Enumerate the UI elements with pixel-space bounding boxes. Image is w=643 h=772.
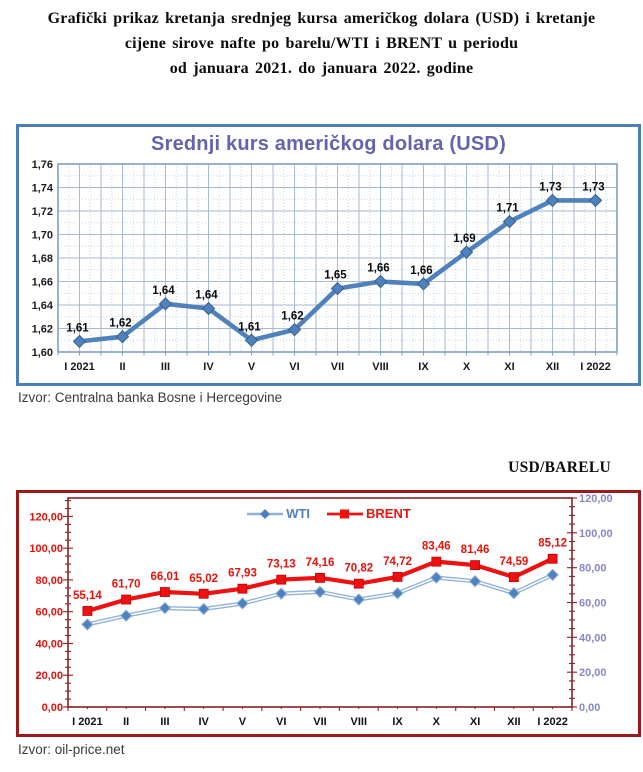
svg-text:120,00: 120,00: [579, 493, 613, 505]
svg-text:1,62: 1,62: [32, 324, 53, 336]
svg-text:73,13: 73,13: [267, 559, 296, 571]
svg-text:1,64: 1,64: [32, 300, 54, 312]
svg-text:1,73: 1,73: [582, 181, 604, 193]
svg-text:VI: VI: [289, 361, 299, 373]
brent-line-marker-icon: [327, 509, 364, 518]
svg-text:1,64: 1,64: [152, 285, 175, 297]
svg-text:0,00: 0,00: [42, 702, 63, 714]
svg-text:55,14: 55,14: [73, 590, 102, 602]
oil-chart-box: 0,00 20,00 40,00 60,00 80,00 100,00 120,00 0,00…: [16, 490, 641, 737]
report-title-line-1: Grafički prikaz kretanja srednjeg kursa …: [47, 10, 596, 27]
legend-item-wti: WTI: [246, 506, 310, 521]
oil-chart-unit-label: USD/BARELU: [508, 459, 611, 476]
svg-text:I 2022: I 2022: [580, 361, 611, 373]
svg-text:1,70: 1,70: [32, 230, 53, 242]
svg-text:1,66: 1,66: [367, 263, 389, 275]
svg-text:80,00: 80,00: [579, 563, 607, 575]
svg-text:VIII: VIII: [351, 716, 368, 728]
usd-chart-source: Izvor: Centralna banka Bosne i Hercegovi…: [18, 390, 283, 405]
svg-text:83,46: 83,46: [422, 541, 451, 553]
svg-text:1,60: 1,60: [32, 347, 53, 359]
svg-text:1,65: 1,65: [324, 270, 347, 282]
svg-text:1,66: 1,66: [410, 265, 432, 277]
svg-text:70,82: 70,82: [344, 563, 373, 575]
legend-item-brent: BRENT: [326, 506, 411, 521]
svg-text:1,62: 1,62: [281, 311, 303, 323]
svg-text:XI: XI: [470, 716, 480, 728]
report-title: Grafički prikaz kretanja srednjeg kursa …: [0, 6, 643, 81]
svg-text:II: II: [119, 361, 125, 373]
svg-text:V: V: [239, 716, 247, 728]
svg-text:VI: VI: [276, 716, 286, 728]
svg-text:61,70: 61,70: [112, 579, 141, 591]
svg-text:40,00: 40,00: [35, 638, 63, 650]
svg-text:II: II: [123, 716, 129, 728]
svg-text:85,12: 85,12: [538, 538, 567, 550]
svg-text:1,69: 1,69: [453, 233, 475, 245]
svg-text:1,72: 1,72: [32, 206, 53, 218]
svg-text:XII: XII: [507, 716, 520, 728]
svg-text:IX: IX: [392, 716, 403, 728]
svg-text:80,00: 80,00: [35, 575, 63, 587]
svg-text:67,93: 67,93: [228, 568, 257, 580]
legend-label-wti: WTI: [286, 506, 311, 521]
svg-text:I 2022: I 2022: [537, 716, 568, 728]
svg-text:1,62: 1,62: [109, 318, 131, 330]
svg-text:60,00: 60,00: [579, 598, 607, 610]
svg-text:XII: XII: [546, 361, 559, 373]
svg-text:VII: VII: [331, 361, 344, 373]
svg-text:1,71: 1,71: [496, 203, 519, 215]
svg-text:100,00: 100,00: [29, 543, 63, 555]
svg-text:I 2021: I 2021: [64, 361, 95, 373]
svg-text:81,46: 81,46: [461, 544, 490, 556]
svg-text:100,00: 100,00: [579, 528, 613, 540]
svg-text:V: V: [248, 361, 256, 373]
wti-line-marker-icon: [247, 508, 284, 519]
svg-text:1,73: 1,73: [539, 181, 561, 193]
svg-text:IV: IV: [203, 361, 214, 373]
svg-text:20,00: 20,00: [579, 667, 607, 679]
oil-chart-legend: WTI BRENT: [19, 506, 638, 521]
svg-text:1,68: 1,68: [32, 253, 53, 265]
usd-chart-box: Srednji kurs američkog dolara (USD) 1,60…: [16, 124, 641, 386]
svg-text:74,59: 74,59: [499, 556, 528, 568]
svg-text:VIII: VIII: [372, 361, 389, 373]
svg-text:74,72: 74,72: [383, 556, 412, 568]
oil-chart-source: Izvor: oil-price.net: [18, 742, 125, 757]
svg-text:60,00: 60,00: [35, 607, 63, 619]
usd-chart-title: Srednji kurs američkog dolara (USD): [151, 133, 506, 155]
report-title-line-2: cijene sirove nafte po barelu/WTI i BREN…: [124, 35, 519, 52]
svg-text:1,74: 1,74: [32, 183, 54, 195]
svg-text:XI: XI: [504, 361, 514, 373]
svg-text:VII: VII: [313, 716, 326, 728]
svg-text:I 2021: I 2021: [72, 716, 103, 728]
svg-text:1,61: 1,61: [238, 321, 261, 333]
svg-text:IV: IV: [198, 716, 209, 728]
svg-text:III: III: [160, 716, 169, 728]
usd-chart-plot: 1,60 1,62 1,64 1,66 1,68 1,70 1,72 1,74 1,76 I 20…: [32, 159, 618, 373]
svg-text:66,01: 66,01: [151, 571, 180, 583]
svg-text:120,00: 120,00: [29, 511, 63, 523]
svg-text:1,61: 1,61: [66, 322, 89, 334]
svg-text:IX: IX: [418, 361, 429, 373]
svg-text:0,00: 0,00: [579, 702, 600, 714]
svg-text:1,66: 1,66: [32, 277, 53, 289]
svg-text:74,16: 74,16: [306, 557, 335, 569]
svg-text:III: III: [161, 361, 170, 373]
legend-label-brent: BRENT: [366, 506, 411, 521]
svg-text:X: X: [463, 361, 471, 373]
oil-chart-plot: 0,00 20,00 40,00 60,00 80,00 100,00 120,00 0,00…: [29, 493, 613, 728]
svg-text:X: X: [433, 716, 441, 728]
svg-text:65,02: 65,02: [189, 573, 218, 585]
svg-text:20,00: 20,00: [35, 670, 63, 682]
svg-text:1,64: 1,64: [195, 290, 218, 302]
report-title-line-3: od januara 2021. do januara 2022. godine: [169, 60, 474, 77]
svg-text:1,76: 1,76: [32, 159, 53, 171]
svg-text:40,00: 40,00: [579, 632, 607, 644]
